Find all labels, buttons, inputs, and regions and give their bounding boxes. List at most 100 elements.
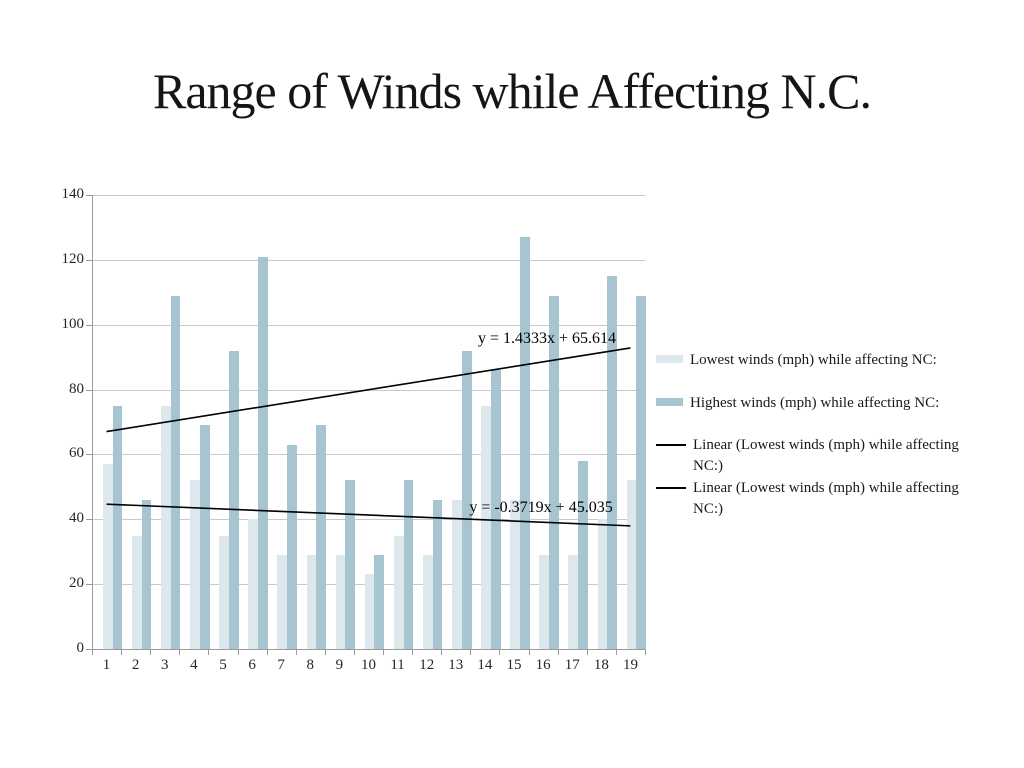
bar-lowest-winds: [306, 554, 317, 649]
x-axis-tick: [295, 650, 297, 655]
x-axis-line: [92, 649, 646, 650]
legend-label: Highest winds (mph) while affecting NC:: [690, 395, 940, 411]
x-axis-tick: [237, 650, 239, 655]
x-axis-label: 16: [535, 657, 551, 673]
gridline: [92, 519, 645, 521]
legend-label: Lowest winds (mph) while affecting NC:: [690, 352, 937, 368]
x-axis-label: 2: [131, 657, 140, 673]
y-axis-label: 0: [76, 640, 85, 656]
x-axis-tick: [441, 650, 443, 655]
bar-highest-winds: [170, 295, 181, 649]
bar-lowest-winds: [626, 480, 637, 649]
legend-line-swatch: [656, 444, 686, 446]
x-axis-label: 18: [593, 657, 609, 673]
x-axis-tick: [266, 650, 268, 655]
x-axis-label: 19: [622, 657, 638, 673]
y-axis-label: 60: [69, 445, 84, 462]
trendline-equation: y = -0.3719x + 45.035: [469, 499, 613, 516]
legend-label: Linear (Lowest winds (mph) while affecti…: [693, 480, 959, 517]
bar-highest-winds: [636, 295, 647, 649]
x-axis-tick: [324, 650, 326, 655]
bar-lowest-winds: [364, 574, 375, 649]
bar-lowest-winds: [539, 554, 550, 649]
x-axis-tick: [412, 650, 414, 655]
x-axis-tick: [179, 650, 181, 655]
bar-highest-winds: [578, 460, 588, 649]
y-axis-label: 80: [69, 380, 84, 397]
x-axis-tick: [528, 650, 530, 655]
x-axis-label: 8: [306, 657, 315, 673]
bar-lowest-winds: [219, 535, 229, 649]
y-axis-tick: [86, 519, 92, 521]
y-axis-label: 140: [61, 186, 85, 202]
slide-title: Range of Winds while Affecting N.C.: [153, 63, 872, 119]
gridline: [92, 454, 645, 456]
bar-highest-winds: [549, 295, 559, 649]
gridline: [92, 324, 645, 326]
legend-bar-swatch: [656, 355, 683, 363]
legend-entry: Linear (Lowest winds (mph) while affecti…: [656, 435, 961, 477]
y-axis-tick: [86, 389, 92, 391]
bar-highest-winds: [258, 256, 268, 649]
x-axis-label: 5: [219, 657, 227, 673]
bar-lowest-winds: [597, 519, 608, 649]
x-axis-label: 11: [390, 657, 405, 673]
x-axis-tick: [586, 650, 588, 655]
bar-highest-winds: [141, 499, 152, 649]
trendline-equation: y = 1.4333x + 65.614: [477, 330, 617, 347]
legend-entry: Lowest winds (mph) while affecting NC:: [656, 350, 958, 371]
bar-lowest-winds: [393, 535, 404, 649]
y-axis-tick: [86, 259, 92, 261]
y-axis-tick: [86, 195, 92, 196]
bar-lowest-winds: [277, 554, 288, 649]
x-axis-label: 17: [564, 657, 580, 673]
x-axis-label: 9: [335, 657, 344, 673]
bar-highest-winds: [374, 554, 385, 649]
bar-highest-winds: [461, 350, 472, 649]
bar-lowest-winds: [131, 535, 142, 649]
y-axis-tick: [86, 454, 92, 456]
y-axis-tick: [86, 324, 92, 326]
bar-lowest-winds: [102, 464, 113, 649]
bar-highest-winds: [345, 480, 356, 649]
x-axis-tick: [383, 650, 385, 655]
x-axis-label: 10: [360, 657, 376, 673]
legend-label: Linear (Lowest winds (mph) while affecti…: [693, 437, 959, 474]
x-axis-label: 14: [477, 657, 493, 673]
bar-highest-winds: [199, 425, 210, 649]
bar-highest-winds: [228, 350, 239, 649]
x-axis-tick: [150, 650, 152, 655]
legend-line-swatch: [656, 487, 686, 489]
x-axis-label: 7: [277, 657, 285, 673]
bar-highest-winds: [403, 480, 414, 649]
y-axis-tick: [86, 649, 92, 650]
bar-highest-winds: [112, 405, 123, 649]
x-axis-label: 3: [161, 657, 169, 673]
trendlines: [106, 347, 631, 527]
bar-lowest-winds: [335, 554, 346, 649]
bar-lowest-winds: [248, 519, 259, 649]
bar-highest-winds: [287, 444, 297, 649]
y-axis-label: 120: [61, 250, 85, 267]
bar-highest-winds: [432, 499, 443, 649]
x-axis-label: 12: [419, 657, 435, 673]
bar-lowest-winds: [510, 499, 520, 649]
trendline: [106, 347, 631, 433]
bar-lowest-winds: [422, 554, 433, 649]
bar-lowest-winds: [160, 405, 171, 649]
x-axis-tick: [615, 650, 617, 655]
gridline: [92, 195, 645, 196]
x-axis-label: 4: [190, 657, 198, 673]
x-axis-tick: [470, 650, 472, 655]
y-axis-label: 20: [69, 575, 84, 592]
plot-area: y = 1.4333x + 65.614 y = -0.3719x + 45.03…: [92, 195, 647, 649]
y-axis-line: [92, 195, 93, 650]
legend-entry: Linear (Lowest winds (mph) while affecti…: [656, 478, 961, 520]
x-axis-tick: [353, 650, 355, 655]
y-axis-label: 100: [61, 315, 85, 332]
bar-lowest-winds: [481, 405, 491, 649]
x-axis-tick: [557, 650, 559, 655]
trendline: [106, 503, 631, 527]
